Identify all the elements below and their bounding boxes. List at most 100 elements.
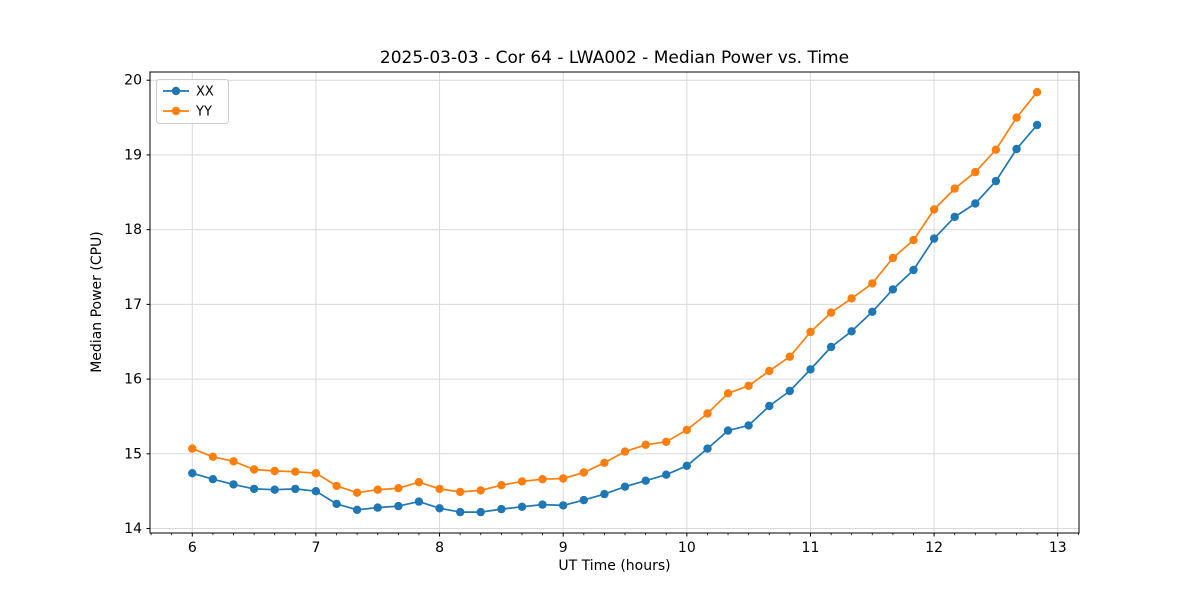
series-YY-marker [785,352,794,361]
series-YY-marker [744,381,753,390]
legend-label: YY [195,105,212,120]
y-tick-label: 20 [124,73,142,89]
series-YY-marker [950,184,959,193]
series-XX-marker [517,502,527,511]
series-YY-marker [249,465,259,474]
series-YY-marker [971,167,980,177]
x-axis-label: UT Time (hours) [558,558,671,574]
series-YY-line [191,91,1038,494]
series-XX-marker [847,327,856,336]
series-YY-marker [826,308,836,317]
series-XX-marker [373,503,382,512]
series-XX-marker [414,497,424,506]
series-YY-marker [641,440,650,449]
series-YY-marker [538,475,547,484]
series-YY-marker [476,486,485,495]
series-XX-marker [641,476,650,485]
series-XX-marker [435,504,444,513]
series-YY-marker [456,487,465,497]
y-tick-label: 18 [124,222,142,238]
x-tick-label: 11 [802,540,820,556]
x-tick-label: 13 [1049,540,1067,556]
legend-marker-sample [171,86,181,96]
series-XX-marker [559,501,568,510]
x-tick-labels: 6 7 8 9 10 11 12 13 [188,540,1067,556]
y-tick-labels: 14 15 16 17 18 19 20 [124,73,142,537]
series-XX [188,120,1042,517]
x-tick-label: 7 [311,540,320,556]
x-ticks [191,533,1059,537]
series-XX-marker [538,500,547,509]
x-minor-ticks [150,533,1079,536]
series-YY-marker [868,279,877,288]
series-YY-marker [579,468,588,477]
legend-marker-sample [171,106,181,116]
series-XX-marker [229,480,238,489]
series-YY-marker [435,484,444,494]
series-YY-marker [188,444,197,453]
series-XX-marker [476,507,485,517]
series-XX-marker [991,176,1001,186]
gridlines [150,72,1079,533]
series-YY-marker [991,145,1001,154]
legend-entry-YY: YY [163,105,212,120]
series-YY-marker [765,366,774,376]
series-XX-marker [311,487,321,496]
series-YY-marker [847,294,856,303]
series-XX-marker [888,285,898,294]
x-tick-label: 8 [435,540,444,556]
series-XX-marker [600,489,609,499]
x-tick-label: 12 [925,540,943,556]
series-XX-marker [950,212,959,222]
series-XX-marker [497,504,506,514]
y-tick-label: 19 [124,147,142,163]
series-YY-marker [517,477,527,486]
series-XX-marker [929,234,939,243]
series-YY-marker [559,474,568,483]
series-YY-marker [208,452,218,461]
series-XX-marker [1012,144,1021,154]
legend-box [156,79,229,124]
series-YY-marker [929,205,939,214]
series-XX-marker [765,401,774,411]
series-YY-marker [291,467,300,476]
series-XX-marker [909,265,918,275]
series-XX-marker [188,469,197,478]
series-XX-marker [868,307,877,316]
series-XX-marker [579,495,588,505]
series-YY-marker [806,327,815,337]
series-YY-marker [888,253,898,263]
series-XX-marker [744,421,753,430]
y-axis-label-text: Median Power (CPU) [89,231,105,373]
series-XX-marker [208,475,218,484]
series-YY-marker [373,485,382,494]
series-YY-marker [1032,88,1042,97]
series-YY-marker [270,466,279,476]
series-YY-marker [311,469,321,478]
series-XX-marker [352,505,362,514]
series-XX-marker [703,444,712,453]
series-XX-marker [291,484,300,494]
series-XX-marker [1032,120,1042,130]
y-tick-label: 17 [124,297,142,313]
series-YY-marker [352,488,362,497]
series-XX-marker [682,461,691,470]
x-tick-label: 6 [188,540,197,556]
series-YY-marker [332,481,341,491]
y-tick-label: 14 [124,521,142,537]
legend-entry-XX: XX [163,85,214,100]
series-XX-marker [723,426,733,435]
series-XX-marker [620,482,630,491]
y-ticks [146,79,150,530]
series-YY-marker [723,389,733,398]
y-tick-label: 16 [124,372,142,388]
y-tick-label: 15 [124,446,142,462]
legend-label: XX [196,85,214,100]
series-YY-marker [1012,113,1021,122]
series-YY-marker [414,478,424,487]
chart-title: 2025-03-03 - Cor 64 - LWA002 - Median Po… [379,48,850,68]
series-XX-marker [662,470,671,479]
legend: XX YY [156,79,229,124]
